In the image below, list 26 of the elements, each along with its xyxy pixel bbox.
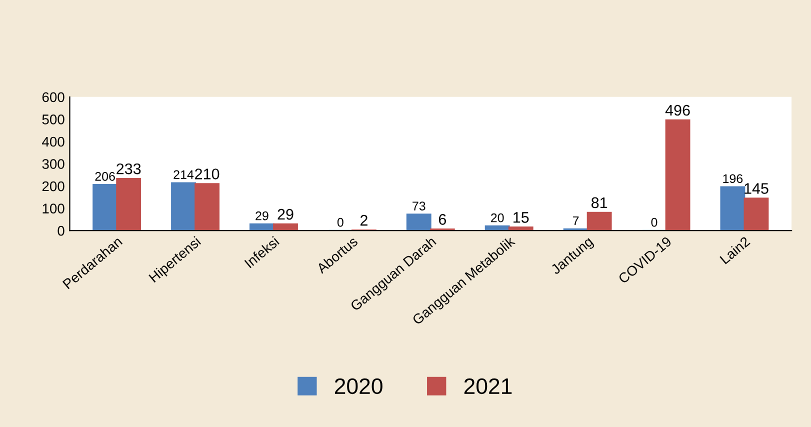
data-label: 7	[572, 216, 579, 226]
data-label: 2	[360, 214, 368, 226]
y-tick-label: 400	[42, 136, 64, 147]
data-label: 81	[591, 197, 608, 208]
y-tick-label: 600	[42, 92, 64, 102]
data-label: 15	[514, 212, 529, 223]
data-label: 6	[438, 214, 446, 225]
data-label: 233	[116, 163, 141, 174]
data-label: 29	[256, 211, 268, 220]
data-label: 206	[95, 172, 115, 181]
data-label: 0	[651, 218, 658, 227]
data-label: 196	[723, 174, 743, 184]
y-tick-label: 300	[42, 159, 64, 169]
data-label: 210	[195, 168, 220, 180]
data-label: 214	[174, 170, 194, 179]
y-tick-label: 100	[42, 204, 64, 214]
y-tick-label: 500	[42, 114, 64, 124]
data-label: 20	[491, 213, 504, 222]
data-label: 29	[278, 208, 294, 220]
data-label: 496	[665, 104, 690, 116]
data-label: 0	[337, 218, 344, 227]
legend-label: 2020	[334, 378, 382, 394]
y-tick-label: 200	[42, 181, 64, 192]
y-tick-label: 0	[58, 226, 64, 236]
legend-label: 2021	[464, 378, 512, 394]
data-label: 73	[412, 202, 426, 210]
